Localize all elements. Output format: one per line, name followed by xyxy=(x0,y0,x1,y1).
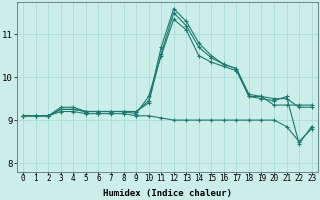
X-axis label: Humidex (Indice chaleur): Humidex (Indice chaleur) xyxy=(103,189,232,198)
